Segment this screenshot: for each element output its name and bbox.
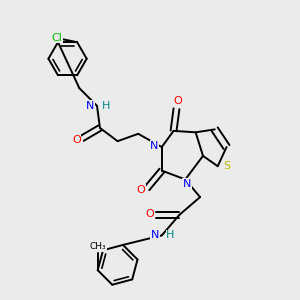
Text: N: N: [150, 141, 159, 151]
Text: N: N: [151, 230, 159, 240]
Text: Cl: Cl: [51, 33, 62, 43]
Text: O: O: [174, 96, 182, 106]
Text: O: O: [72, 135, 81, 145]
Text: S: S: [223, 161, 230, 171]
Text: H: H: [101, 101, 110, 111]
Text: O: O: [146, 209, 154, 219]
Text: N: N: [183, 179, 191, 189]
Text: CH₃: CH₃: [89, 242, 106, 251]
Text: H: H: [166, 230, 175, 240]
Text: O: O: [137, 185, 146, 195]
Text: N: N: [86, 101, 94, 111]
